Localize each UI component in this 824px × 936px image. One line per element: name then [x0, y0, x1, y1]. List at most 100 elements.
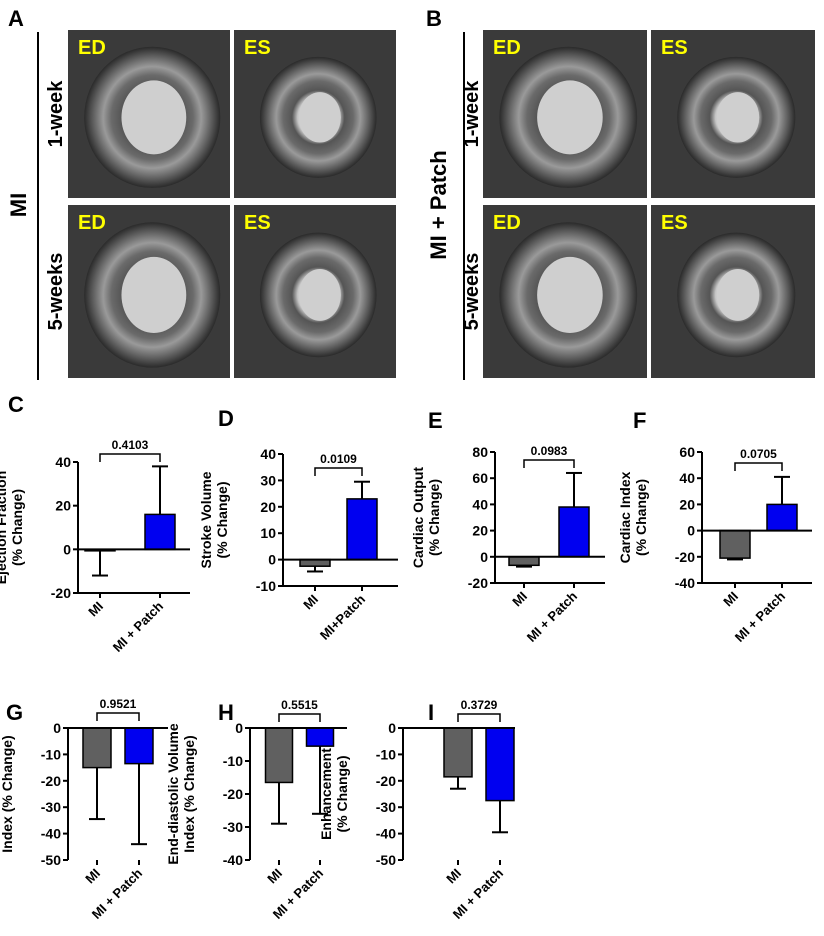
y-axis-label: (% Change): [214, 482, 230, 559]
bar-mi: [443, 727, 473, 778]
y-tick-label: 40: [260, 446, 276, 462]
p-value: 0.4103: [112, 438, 149, 452]
y-tick-label: -50: [376, 852, 396, 868]
p-value: 0.0983: [531, 444, 568, 458]
row-label: 1-week: [461, 80, 483, 148]
y-axis-label: Index (% Change): [0, 735, 15, 852]
y-tick-label: 30: [260, 472, 276, 488]
x-tick-label: MI: [509, 589, 530, 610]
y-tick-label: -10: [223, 753, 243, 769]
significance-bracket: [523, 459, 575, 468]
y-tick-label: -20: [376, 773, 396, 789]
x-tick-label: MI: [264, 866, 285, 887]
phase-label: ES: [244, 37, 271, 59]
y-tick-label: 20: [472, 523, 488, 539]
panel-letter-A: A: [8, 6, 24, 31]
x-tick-label: MI: [85, 599, 106, 620]
significance-bracket: [278, 713, 321, 722]
mri-image: ES: [651, 205, 815, 378]
significance-bracket: [457, 713, 501, 722]
phase-label: ED: [493, 212, 521, 234]
phase-label: ED: [78, 212, 106, 234]
mri-image: ED: [68, 205, 230, 378]
significance-bracket: [314, 467, 363, 476]
row-label: 5-weeks: [45, 253, 67, 331]
bar-mi: [82, 727, 112, 769]
y-tick-label: -20: [41, 773, 61, 789]
ventricle-cavity: [298, 269, 341, 321]
chart-F: F Cardiac Index (% Change) -40 -20 0 20 40 60 MIM…: [617, 408, 812, 645]
ventricle-cavity: [121, 80, 187, 155]
x-tick-label: MI: [82, 866, 103, 887]
x-tick-label: MI: [443, 866, 464, 887]
y-tick-label: 20: [679, 496, 695, 512]
ventricle-cavity: [298, 92, 341, 143]
y-tick-label: 60: [472, 470, 488, 486]
y-tick-label: -40: [41, 826, 61, 842]
y-tick-label: 40: [679, 470, 695, 486]
y-tick-label: -20: [468, 575, 488, 591]
mri-image: ES: [234, 30, 396, 198]
ventricle-cavity: [716, 92, 760, 143]
y-axis-label: Enhancement: [318, 748, 334, 840]
y-tick-label: 0: [388, 720, 396, 736]
phase-label: ES: [244, 212, 271, 234]
ventricle-cavity: [537, 256, 603, 334]
p-value: 0.0705: [740, 447, 777, 461]
y-tick-label: 60: [679, 444, 695, 460]
bar-mi-patch: [766, 503, 798, 532]
phase-label: ES: [661, 212, 688, 234]
y-tick-label: -20: [223, 786, 243, 802]
phase-label: ED: [78, 37, 106, 59]
row-label: 1-week: [45, 80, 67, 148]
y-tick-label: 20: [260, 499, 276, 515]
chart-E: E Cardiac Output (% Change) -20 0 20 40 60 80 MIM…: [410, 408, 605, 645]
significance-bracket: [99, 453, 161, 462]
y-tick-label: -10: [256, 578, 276, 594]
bar-mi: [264, 727, 294, 784]
bar-mi-patch: [305, 727, 335, 747]
phase-label: ES: [661, 37, 688, 59]
mri-image: ES: [651, 30, 815, 198]
y-axis-label: End-diastolic Volume: [165, 723, 181, 865]
y-tick-label: -40: [675, 575, 695, 591]
row-label: 5-weeks: [461, 253, 483, 331]
y-tick-label: -30: [41, 799, 61, 815]
mri-image: ED: [68, 30, 230, 198]
panel-letter: E: [428, 408, 443, 433]
y-axis-label: (% Change): [334, 756, 350, 833]
chart-D: D Stroke Volume (% Change) -10 0 10 20 30 40 MIMI…: [198, 406, 398, 643]
y-tick-label: -30: [223, 819, 243, 835]
x-tick-label: MI + Patch: [524, 588, 580, 644]
y-tick-label: -40: [376, 826, 396, 842]
x-tick-label: MI + Patch: [732, 588, 788, 644]
mri-image: ED: [483, 205, 647, 378]
y-tick-label: -10: [376, 746, 396, 762]
p-value: 0.9521: [100, 697, 137, 711]
bar-mi-patch: [558, 506, 590, 558]
group-label: MI: [6, 193, 31, 217]
y-tick-label: -20: [51, 585, 71, 601]
y-tick-label: -50: [41, 852, 61, 868]
y-tick-label: -10: [41, 746, 61, 762]
y-tick-label: 0: [53, 720, 61, 736]
significance-bracket: [96, 712, 140, 721]
y-tick-label: -30: [376, 799, 396, 815]
panel-letter: C: [8, 392, 24, 417]
y-axis-label: Cardiac Output: [410, 467, 426, 568]
mri-image: ES: [234, 205, 396, 378]
y-tick-label: 0: [480, 549, 488, 565]
p-value: 0.0109: [320, 452, 357, 466]
y-tick-label: 0: [63, 541, 71, 557]
y-tick-label: 0: [268, 552, 276, 568]
x-tick-label: MI + Patch: [110, 598, 166, 654]
significance-bracket: [734, 462, 783, 471]
y-tick-label: 0: [687, 523, 695, 539]
x-tick-label: MI+Patch: [317, 591, 368, 642]
y-tick-label: 40: [55, 454, 71, 470]
p-value: 0.3729: [461, 698, 498, 712]
y-tick-label: -20: [675, 549, 695, 565]
y-axis-label: Cardiac Index: [617, 471, 633, 563]
